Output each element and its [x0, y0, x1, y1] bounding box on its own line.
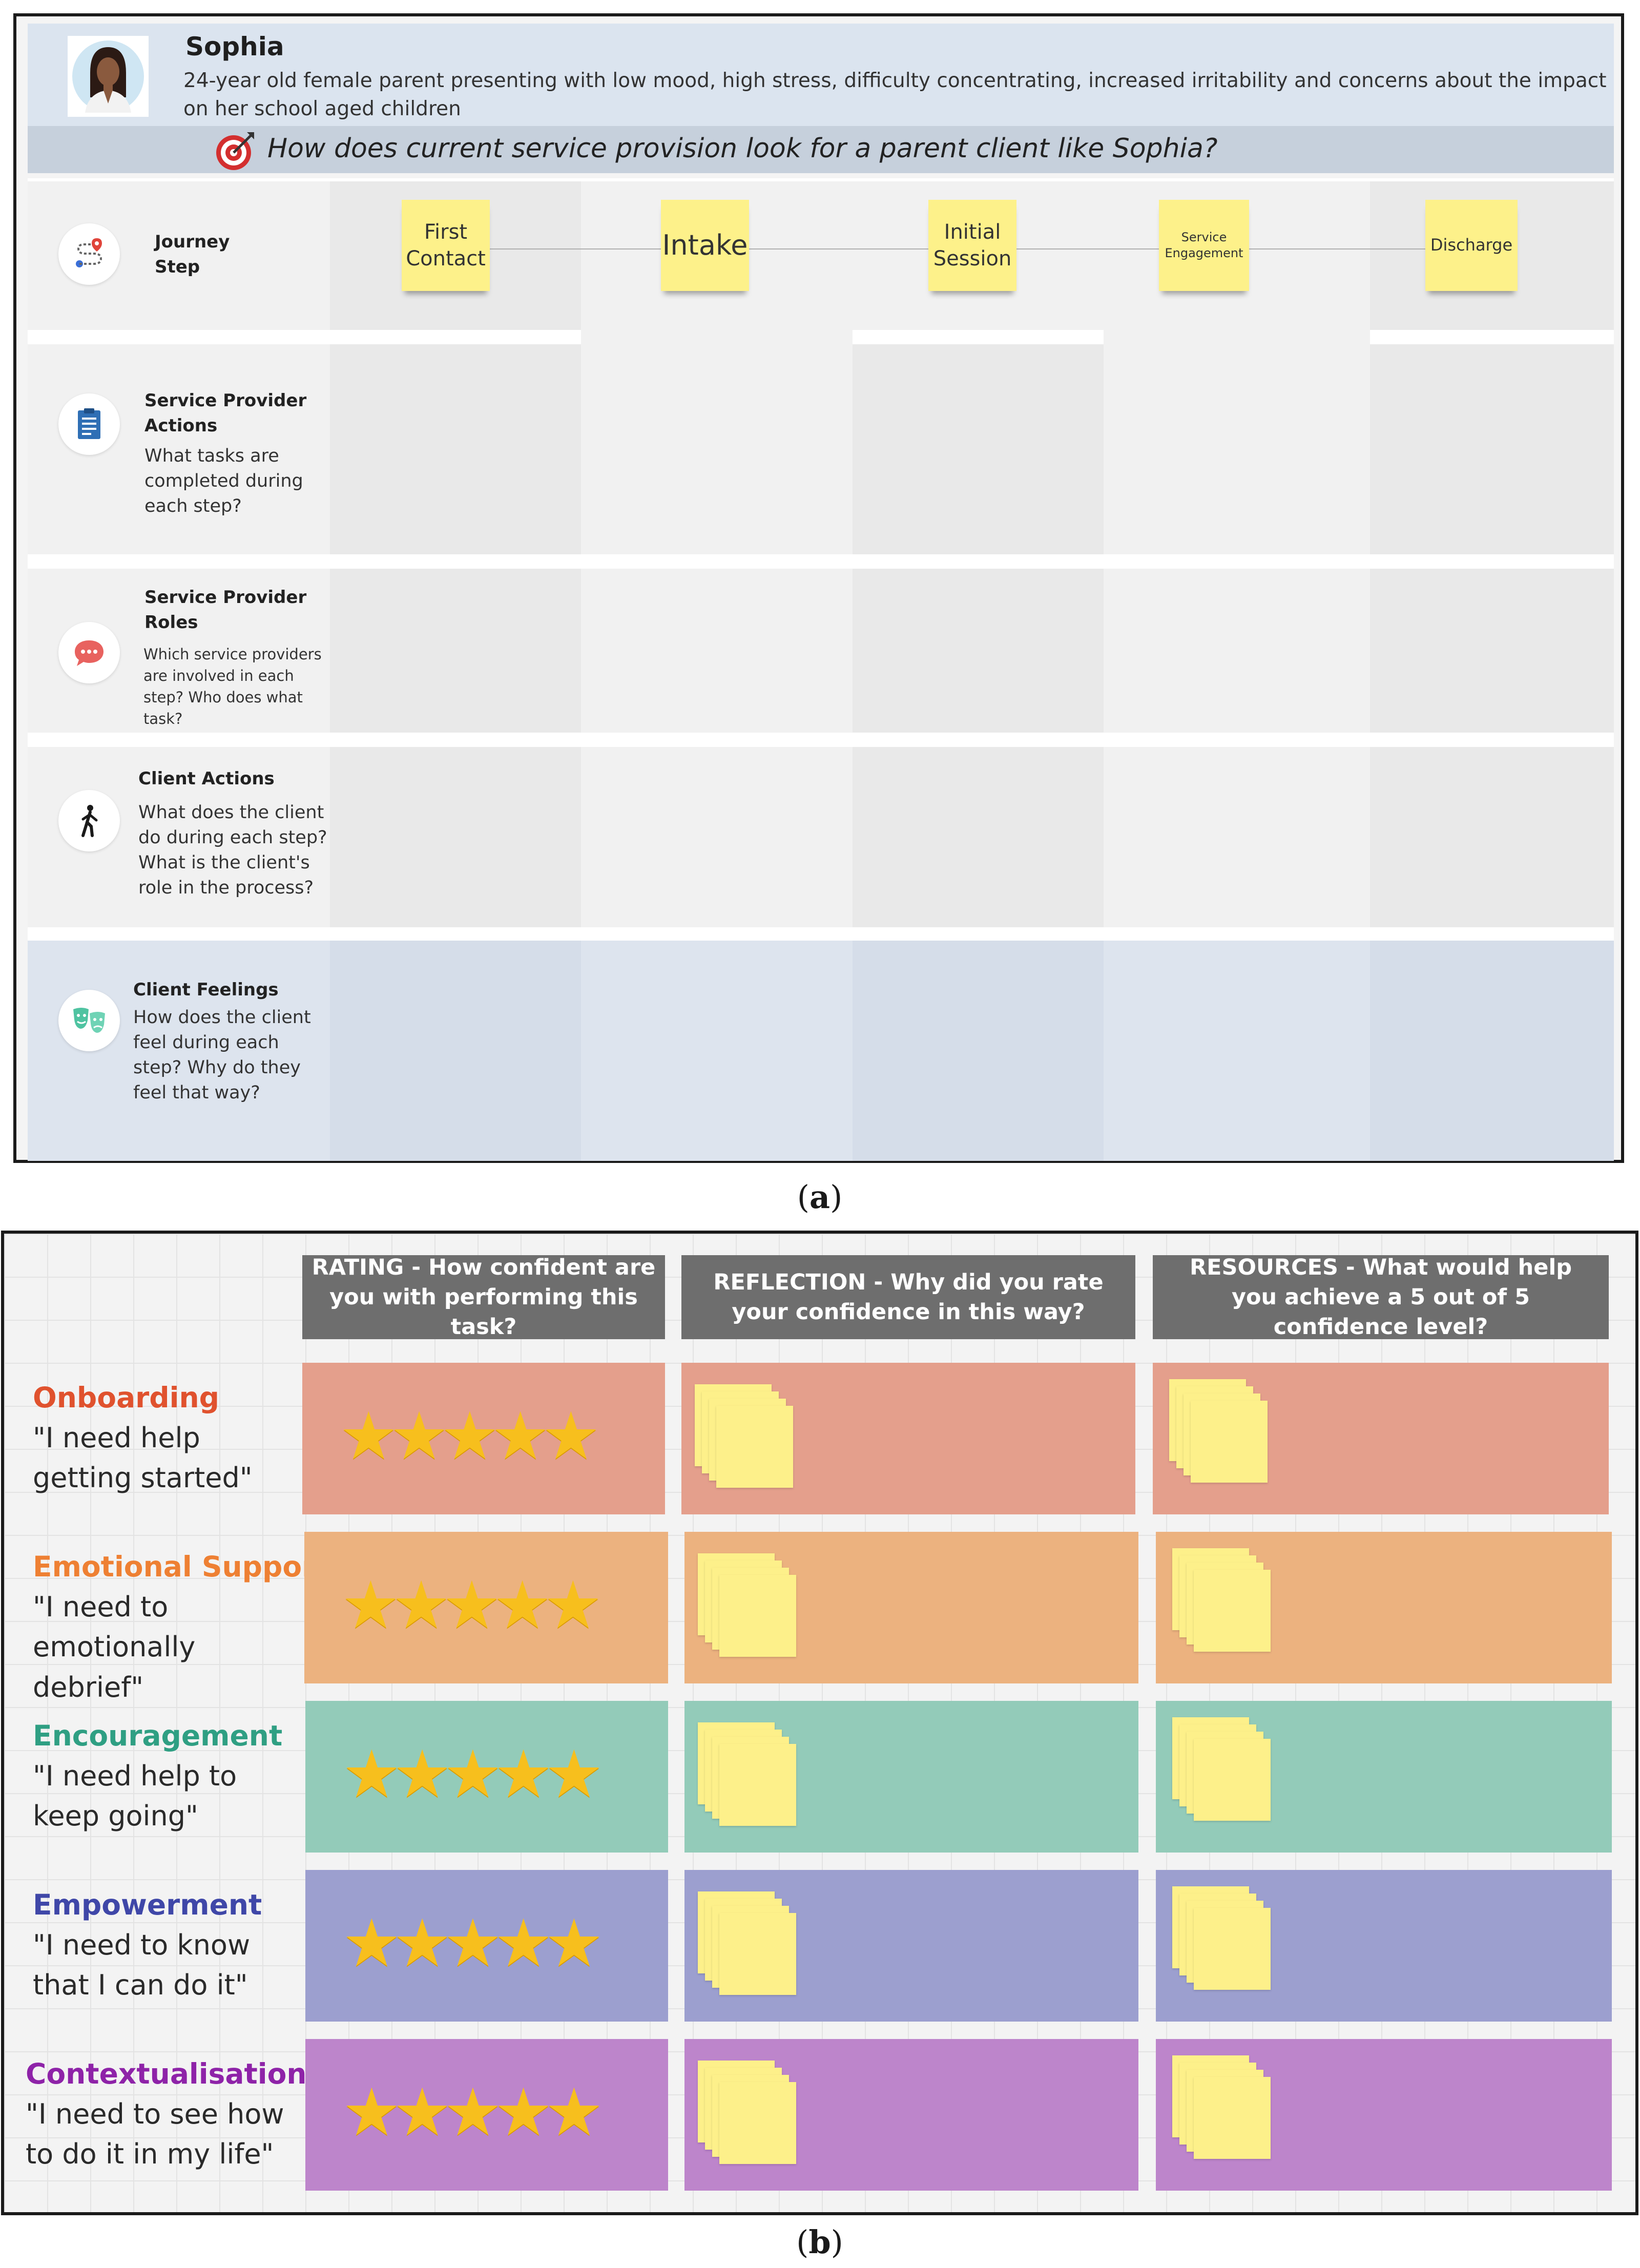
sticky-note-stack[interactable]	[698, 2061, 796, 2164]
journey-route-icon	[58, 223, 120, 285]
reflection-cell-encouragement	[684, 1701, 1138, 1853]
resources-cell-encouragement	[1156, 1701, 1612, 1853]
row-desc-service-provider-actions: What tasks are completed during each ste…	[144, 446, 303, 516]
star-rating[interactable]: ★★★★★	[342, 1736, 604, 1813]
question-band	[28, 126, 1614, 173]
caption-b: (b)	[796, 2223, 843, 2261]
reflection-cell-contextualisation	[684, 2039, 1138, 2191]
label-title-empowerment: Empowerment	[33, 1888, 262, 1921]
star-rating[interactable]: ★★★★★	[342, 1905, 604, 1982]
question-text: How does current service provision look …	[267, 133, 1218, 164]
panel-a: Sophia 24-year old female parent present…	[13, 13, 1624, 1163]
header-resources: RESOURCES - What would help you achieve …	[1153, 1255, 1609, 1340]
label-title-onboarding: Onboarding	[33, 1381, 220, 1414]
row-title-client-actions: Client Actions	[138, 768, 275, 789]
reflection-cell-onboarding	[681, 1363, 1135, 1514]
rating-cell-empowerment: ★★★★★	[305, 1870, 668, 2022]
star-rating[interactable]: ★★★★★	[342, 2074, 604, 2151]
persona-name: Sophia	[185, 32, 284, 61]
sticky-note-stack[interactable]	[695, 1384, 793, 1488]
row-title-service-provider-actions: Service Provider Actions	[144, 390, 307, 436]
rating-cell-emotional-support: ★★★★★	[304, 1532, 668, 1683]
target-icon	[213, 130, 256, 173]
sticky-note-stack[interactable]	[1169, 1379, 1268, 1483]
theater-masks-icon	[58, 990, 120, 1051]
step-discharge: Discharge	[1425, 200, 1518, 291]
rating-cell-onboarding: ★★★★★	[302, 1363, 665, 1514]
row-empowerment: Empowerment "I need to know that I can d…	[4, 1870, 1640, 2024]
resources-cell-onboarding	[1153, 1363, 1609, 1514]
step-initial-session: Initial Session	[928, 200, 1016, 291]
sticky-note-stack[interactable]	[1172, 1886, 1271, 1990]
rating-cell-contextualisation: ★★★★★	[305, 2039, 668, 2191]
step-service-engagement: Service Engagement	[1159, 200, 1249, 291]
caption-a: (a)	[797, 1178, 843, 1216]
row-title-service-provider-roles: Service Provider Roles	[144, 587, 307, 633]
label-quote-onboarding: "I need help getting started"	[33, 1422, 253, 1494]
label-quote-contextualisation: "I need to see how to do it in my life"	[26, 2098, 284, 2171]
row-desc-client-feelings: How does the client feel during each ste…	[133, 1007, 311, 1103]
header-reflection: REFLECTION - Why did you rate your confi…	[681, 1255, 1135, 1339]
label-title-encouragement: Encouragement	[33, 1719, 283, 1752]
panel-b: RATING - How confident are you with perf…	[1, 1231, 1638, 2215]
label-quote-emotional-support: "I need to emotionally debrief"	[33, 1591, 196, 1703]
sticky-note-stack[interactable]	[1172, 1548, 1271, 1652]
row-title-client-feelings: Client Feelings	[133, 980, 279, 1000]
star-rating[interactable]: ★★★★★	[341, 1567, 603, 1643]
reflection-cell-empowerment	[684, 1870, 1138, 2022]
resources-cell-contextualisation	[1156, 2039, 1612, 2191]
header-rating: RATING - How confident are you with perf…	[302, 1255, 665, 1340]
reflection-cell-emotional-support	[684, 1532, 1138, 1683]
row-contextualisation: Contextualisation "I need to see how to …	[4, 2039, 1640, 2193]
chat-bubble-icon	[58, 622, 120, 683]
sticky-note-stack[interactable]	[698, 1553, 796, 1657]
journey-step-label: Journey Step	[155, 232, 230, 278]
label-quote-encouragement: "I need help to keep going"	[33, 1760, 237, 1833]
rating-cell-encouragement: ★★★★★	[305, 1701, 668, 1853]
persona-description: 24-year old female parent presenting wit…	[183, 69, 1607, 121]
walking-person-icon	[58, 790, 120, 851]
label-title-emotional-support: Emotional Support	[33, 1550, 329, 1583]
label-quote-empowerment: "I need to know that I can do it"	[33, 1929, 251, 2002]
avatar	[68, 36, 149, 117]
persona-header	[28, 24, 1614, 139]
star-rating[interactable]: ★★★★★	[339, 1398, 600, 1474]
row-encouragement: Encouragement "I need help to keep going…	[4, 1701, 1640, 1855]
row-onboarding: Onboarding "I need help getting started"…	[4, 1363, 1640, 1516]
sticky-note-stack[interactable]	[698, 1722, 796, 1826]
resources-cell-emotional-support	[1156, 1532, 1612, 1683]
sticky-note-stack[interactable]	[1172, 2055, 1271, 2159]
sticky-note-stack[interactable]	[698, 1891, 796, 1995]
step-first-contact: First Contact	[402, 200, 490, 291]
row-emotional-support: Emotional Support "I need to emotionally…	[4, 1532, 1640, 1703]
sticky-note-stack[interactable]	[1172, 1717, 1271, 1821]
label-title-contextualisation: Contextualisation	[26, 2057, 307, 2090]
row-desc-service-provider-roles: Which service providers are involved in …	[143, 646, 322, 728]
clipboard-icon	[58, 393, 120, 455]
step-intake: Intake	[661, 200, 749, 291]
row-desc-client-actions: What does the client do during each step…	[138, 802, 327, 898]
resources-cell-empowerment	[1156, 1870, 1612, 2022]
